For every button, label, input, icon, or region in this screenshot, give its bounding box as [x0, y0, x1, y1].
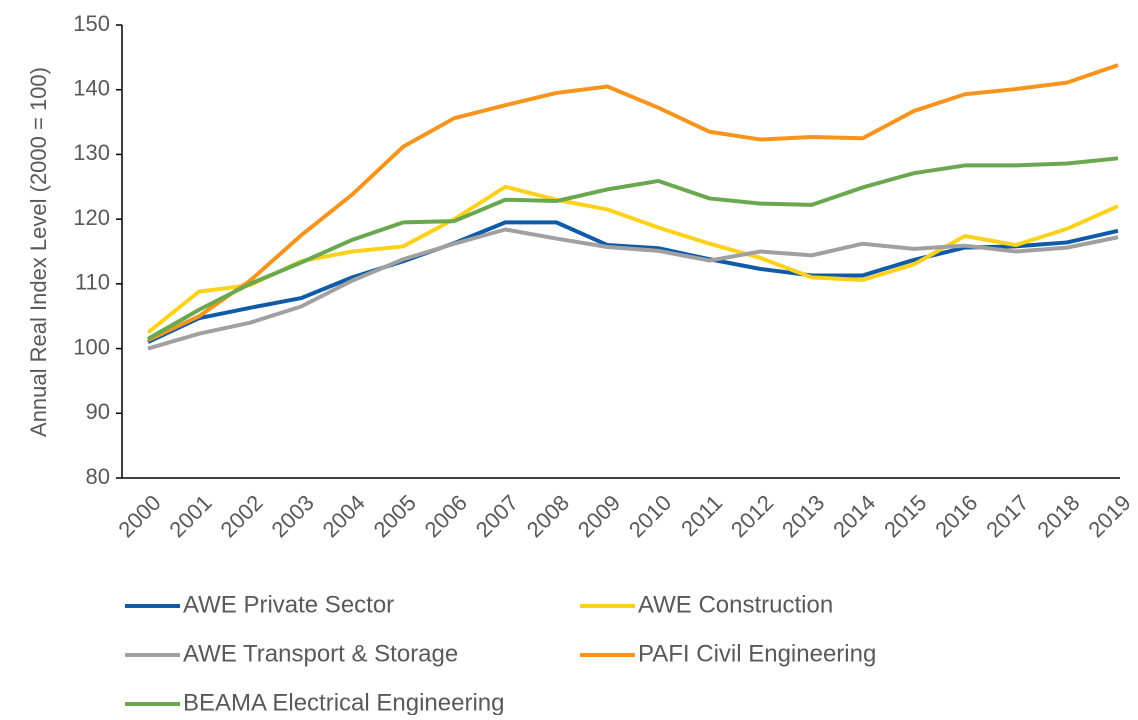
y-axis-title: Annual Real Index Level (2000 = 100) — [26, 67, 51, 437]
legend-label: PAFI Civil Engineering — [638, 640, 876, 667]
x-tick-label: 2019 — [1083, 490, 1135, 542]
y-tick-label: 90 — [86, 399, 110, 424]
x-tick-label: 2002 — [215, 490, 267, 542]
y-tick-label: 80 — [86, 464, 110, 489]
series-line — [147, 227, 1119, 351]
y-tick-label: 100 — [73, 334, 110, 359]
x-tick-label: 2003 — [267, 490, 319, 542]
y-tick-label: 150 — [73, 11, 110, 36]
x-tick-label: 2014 — [828, 490, 880, 542]
x-tick-label: 2010 — [624, 490, 676, 542]
legend-label: BEAMA Electrical Engineering — [183, 689, 505, 715]
y-tick-label: 120 — [73, 205, 110, 230]
x-tick-label: 2011 — [676, 490, 727, 541]
x-tick-label: 2004 — [318, 490, 370, 542]
x-tick-label: 2001 — [164, 490, 216, 542]
legend-label: AWE Private Sector — [183, 591, 394, 618]
x-tick-label: 2000 — [113, 490, 165, 542]
y-tick-label: 140 — [73, 76, 110, 101]
y-tick-label: 130 — [73, 140, 110, 165]
legend-label: AWE Construction — [638, 591, 833, 618]
x-tick-label: 2017 — [981, 490, 1033, 542]
x-tick-label: 2018 — [1032, 490, 1084, 542]
x-tick-label: 2008 — [522, 490, 574, 542]
x-tick-label: 2016 — [930, 490, 982, 542]
legend-label: AWE Transport & Storage — [183, 640, 458, 667]
x-tick-label: 2007 — [471, 490, 523, 542]
x-tick-label: 2012 — [726, 490, 778, 542]
series-line — [147, 220, 1119, 344]
series-line — [147, 156, 1119, 341]
x-tick-label: 2013 — [777, 490, 829, 542]
x-tick-label: 2015 — [879, 490, 931, 542]
x-tick-label: 2005 — [369, 490, 421, 542]
y-tick-label: 110 — [75, 270, 110, 295]
x-tick-label: 2006 — [420, 490, 472, 542]
series-line — [147, 63, 1119, 342]
x-tick-label: 2009 — [573, 490, 625, 542]
